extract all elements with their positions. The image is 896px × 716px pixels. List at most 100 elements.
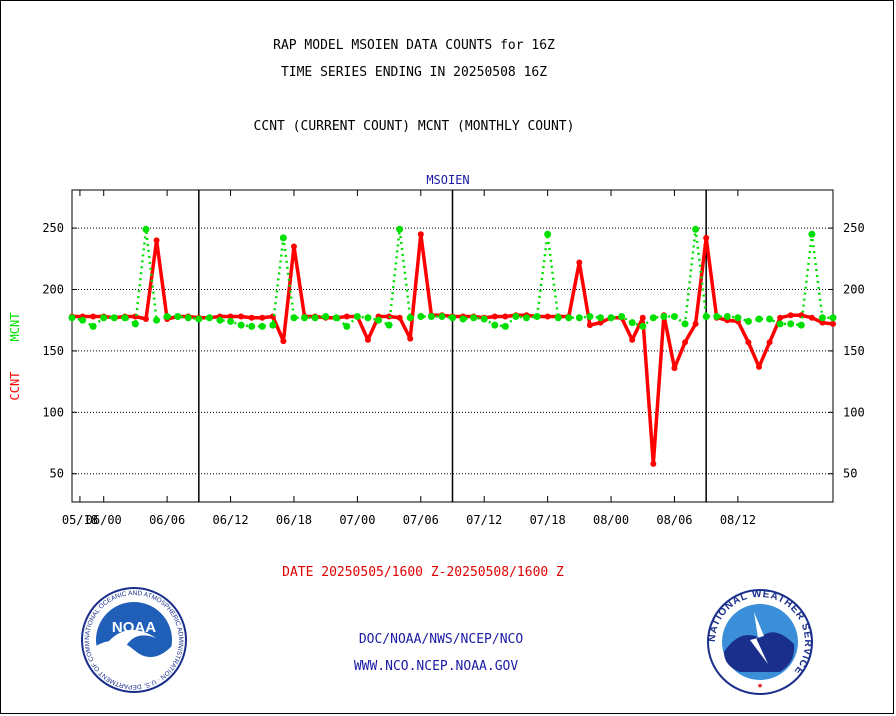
data-point-mcnt bbox=[248, 322, 256, 330]
data-point-ccnt bbox=[576, 259, 583, 266]
data-point-ccnt bbox=[343, 313, 350, 320]
data-point-ccnt bbox=[396, 314, 403, 321]
y-axis-label-ccnt: CCNT bbox=[8, 372, 22, 401]
data-point-mcnt bbox=[438, 313, 446, 321]
data-point-mcnt bbox=[470, 314, 478, 322]
y-axis-label-mcnt: MCNT bbox=[8, 313, 22, 342]
data-point-mcnt bbox=[205, 314, 213, 322]
data-point-mcnt bbox=[533, 313, 541, 321]
data-point-ccnt bbox=[238, 313, 245, 320]
data-point-ccnt bbox=[692, 320, 699, 327]
x-tick-label: 07/06 bbox=[403, 513, 439, 527]
y-tick-label-right: 50 bbox=[843, 467, 857, 481]
data-point-ccnt bbox=[248, 314, 255, 321]
x-tick-label: 07/00 bbox=[339, 513, 375, 527]
y-tick-label-left: 200 bbox=[42, 282, 64, 296]
data-point-mcnt bbox=[797, 321, 805, 329]
series-title: MSOIEN bbox=[426, 173, 469, 187]
data-point-mcnt bbox=[121, 314, 129, 322]
plot-area-border bbox=[71, 189, 834, 503]
website-label: WWW.NCO.NCEP.NOAA.GOV bbox=[353, 659, 519, 674]
data-point-ccnt bbox=[597, 319, 604, 326]
y-tick-label-right: 100 bbox=[843, 405, 865, 419]
data-point-ccnt bbox=[671, 365, 678, 372]
data-point-ccnt bbox=[819, 319, 826, 326]
data-point-mcnt bbox=[818, 314, 826, 322]
data-point-mcnt bbox=[100, 314, 108, 322]
data-point-ccnt bbox=[290, 243, 297, 250]
x-tick-label: 06/12 bbox=[212, 513, 248, 527]
data-point-mcnt bbox=[829, 314, 837, 322]
data-point-ccnt bbox=[586, 322, 593, 329]
data-point-mcnt bbox=[375, 316, 383, 324]
data-point-ccnt bbox=[280, 338, 287, 345]
data-point-ccnt bbox=[682, 339, 689, 346]
data-point-mcnt bbox=[554, 314, 562, 322]
y-tick-label-right: 150 bbox=[843, 344, 865, 358]
data-point-mcnt bbox=[237, 321, 245, 329]
data-point-mcnt bbox=[575, 314, 583, 322]
data-point-mcnt bbox=[364, 314, 372, 322]
data-point-mcnt bbox=[216, 316, 224, 324]
data-point-ccnt bbox=[766, 339, 773, 346]
grid-layer bbox=[72, 190, 833, 502]
data-point-ccnt bbox=[830, 320, 836, 327]
data-point-mcnt bbox=[68, 314, 76, 322]
data-point-mcnt bbox=[227, 317, 235, 325]
noaa-logo: NOAA NATIONAL OCEANIC AND ATMOSPHERIC AD… bbox=[81, 587, 187, 693]
data-point-ccnt bbox=[787, 312, 794, 319]
organization-label: DOC/NOAA/NWS/NCEP/NCO bbox=[358, 632, 524, 647]
data-point-mcnt bbox=[649, 314, 657, 322]
x-tick-label: 08/12 bbox=[720, 513, 756, 527]
data-point-ccnt bbox=[544, 313, 551, 320]
data-point-mcnt bbox=[174, 313, 182, 321]
data-point-mcnt bbox=[301, 314, 309, 322]
data-point-mcnt bbox=[184, 314, 192, 322]
data-point-mcnt bbox=[501, 322, 509, 330]
data-point-ccnt bbox=[407, 335, 414, 342]
data-point-mcnt bbox=[459, 315, 467, 323]
y-tick-label-left: 100 bbox=[42, 405, 64, 419]
data-point-mcnt bbox=[755, 315, 763, 323]
x-tick-label: 07/18 bbox=[530, 513, 566, 527]
data-point-mcnt bbox=[195, 315, 203, 323]
data-point-ccnt bbox=[153, 237, 160, 244]
x-tick-label: 08/06 bbox=[656, 513, 692, 527]
data-point-mcnt bbox=[131, 320, 139, 328]
data-point-ccnt bbox=[745, 339, 752, 346]
y-tick-label-left: 150 bbox=[42, 344, 64, 358]
data-point-mcnt bbox=[79, 316, 87, 324]
data-point-ccnt bbox=[502, 313, 509, 320]
data-point-mcnt bbox=[396, 225, 404, 233]
y-tick-label-right: 250 bbox=[843, 221, 865, 235]
data-point-mcnt bbox=[787, 320, 795, 328]
data-point-mcnt bbox=[522, 314, 530, 322]
data-point-mcnt bbox=[586, 313, 594, 321]
data-point-mcnt bbox=[311, 314, 319, 322]
data-point-mcnt bbox=[353, 313, 361, 321]
data-point-mcnt bbox=[618, 313, 626, 321]
data-point-ccnt bbox=[142, 315, 149, 322]
data-point-ccnt bbox=[808, 314, 815, 321]
data-point-ccnt bbox=[417, 231, 424, 238]
date-range-label: DATE 20250505/1600 Z-20250508/1600 Z bbox=[282, 565, 564, 580]
data-point-ccnt bbox=[259, 314, 266, 321]
data-point-ccnt bbox=[650, 460, 657, 467]
data-point-mcnt bbox=[290, 314, 298, 322]
data-point-mcnt bbox=[808, 230, 816, 238]
chart-title-line2: TIME SERIES ENDING IN 20250508 16Z bbox=[280, 65, 548, 80]
data-point-mcnt bbox=[639, 322, 647, 330]
data-point-mcnt bbox=[449, 314, 456, 322]
series-layer bbox=[68, 225, 837, 467]
nws-logo-star: ★ bbox=[757, 680, 763, 691]
data-point-mcnt bbox=[670, 313, 678, 321]
data-point-mcnt bbox=[89, 322, 97, 330]
data-point-mcnt bbox=[406, 314, 414, 322]
data-point-mcnt bbox=[734, 314, 742, 322]
data-point-ccnt bbox=[491, 313, 498, 320]
x-tick-label: 06/06 bbox=[149, 513, 185, 527]
data-point-mcnt bbox=[343, 322, 351, 330]
